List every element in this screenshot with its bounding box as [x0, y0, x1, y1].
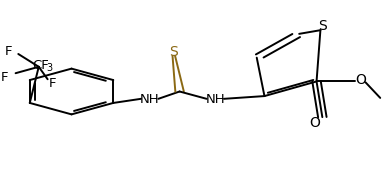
Text: 3: 3: [46, 63, 52, 73]
Text: S: S: [318, 19, 327, 33]
Text: O: O: [309, 116, 320, 130]
Text: CF: CF: [32, 59, 49, 72]
Text: F: F: [5, 45, 12, 58]
Text: F: F: [1, 71, 8, 84]
Text: F: F: [49, 77, 56, 90]
Text: NH: NH: [205, 93, 225, 106]
Text: NH: NH: [140, 93, 159, 106]
Text: S: S: [169, 45, 178, 59]
Text: O: O: [356, 73, 366, 87]
